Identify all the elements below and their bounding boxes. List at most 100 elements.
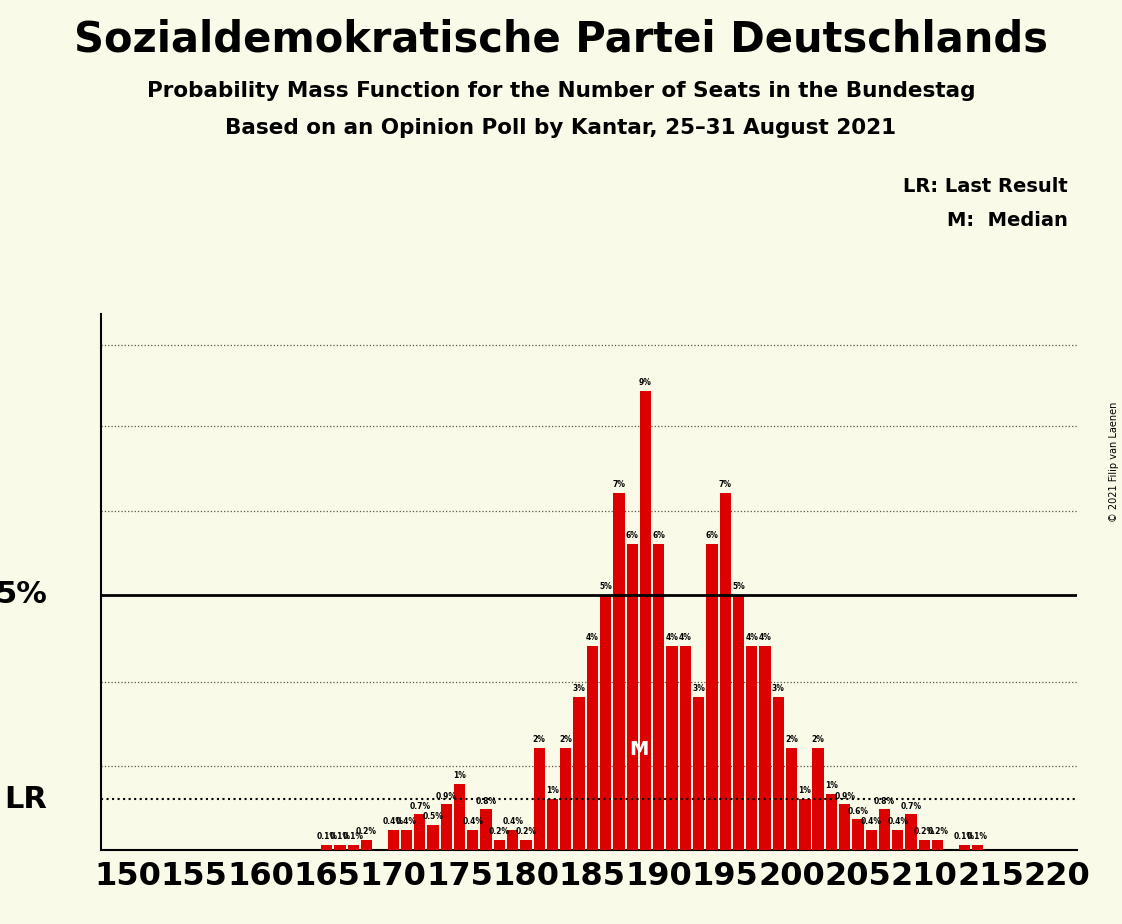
Text: 0.2%: 0.2% [356, 827, 377, 836]
Bar [587, 646, 598, 850]
Text: 0.7%: 0.7% [901, 802, 921, 810]
Bar [321, 845, 332, 850]
Bar [546, 799, 558, 850]
Text: 0.4%: 0.4% [383, 817, 404, 826]
Bar [958, 845, 969, 850]
Bar [614, 492, 625, 850]
Text: 4%: 4% [758, 633, 772, 642]
Bar [494, 840, 505, 850]
Bar [773, 697, 784, 850]
Bar [865, 830, 877, 850]
Text: 4%: 4% [665, 633, 679, 642]
Bar [653, 544, 664, 850]
Bar [799, 799, 810, 850]
Text: 0.8%: 0.8% [874, 796, 895, 806]
Text: 0.2%: 0.2% [927, 827, 948, 836]
Bar [680, 646, 691, 850]
Bar [693, 697, 705, 850]
Bar [600, 595, 611, 850]
Bar [560, 748, 571, 850]
Bar [733, 595, 744, 850]
Bar [972, 845, 983, 850]
Bar [746, 646, 757, 850]
Text: 0.1%: 0.1% [954, 833, 975, 842]
Text: 0.1%: 0.1% [343, 833, 364, 842]
Text: 1%: 1% [453, 772, 466, 780]
Text: 0.1%: 0.1% [316, 833, 338, 842]
Bar [826, 794, 837, 850]
Text: 7%: 7% [613, 480, 625, 489]
Text: 1%: 1% [825, 782, 838, 790]
Bar [853, 820, 864, 850]
Bar [441, 804, 452, 850]
Bar [919, 840, 930, 850]
Bar [905, 814, 917, 850]
Text: 6%: 6% [706, 531, 718, 541]
Text: 6%: 6% [652, 531, 665, 541]
Text: 3%: 3% [572, 685, 586, 693]
Bar [401, 830, 412, 850]
Text: 0.8%: 0.8% [476, 796, 497, 806]
Bar [932, 840, 944, 850]
Bar [839, 804, 850, 850]
Bar [507, 830, 518, 850]
Text: 2%: 2% [560, 736, 572, 745]
Text: 0.4%: 0.4% [888, 817, 909, 826]
Text: 0.4%: 0.4% [861, 817, 882, 826]
Bar [334, 845, 346, 850]
Bar [785, 748, 798, 850]
Text: 4%: 4% [586, 633, 599, 642]
Text: 0.5%: 0.5% [423, 812, 443, 821]
Bar [626, 544, 637, 850]
Text: 0.2%: 0.2% [914, 827, 935, 836]
Bar [521, 840, 532, 850]
Bar [879, 809, 890, 850]
Text: 3%: 3% [772, 685, 784, 693]
Text: 9%: 9% [640, 378, 652, 387]
Text: Sozialdemokratische Partei Deutschlands: Sozialdemokratische Partei Deutschlands [74, 18, 1048, 60]
Text: 2%: 2% [533, 736, 545, 745]
Text: 1%: 1% [546, 786, 559, 796]
Text: 1%: 1% [799, 786, 811, 796]
Text: 0.1%: 0.1% [330, 833, 350, 842]
Text: 5%: 5% [732, 582, 745, 591]
Text: M:  Median: M: Median [947, 211, 1068, 230]
Text: LR: LR [4, 784, 47, 813]
Text: 0.2%: 0.2% [489, 827, 509, 836]
Bar [760, 646, 771, 850]
Text: © 2021 Filip van Laenen: © 2021 Filip van Laenen [1110, 402, 1119, 522]
Text: Based on an Opinion Poll by Kantar, 25–31 August 2021: Based on an Opinion Poll by Kantar, 25–3… [226, 118, 896, 139]
Bar [414, 814, 425, 850]
Text: 7%: 7% [719, 480, 732, 489]
Text: 2%: 2% [785, 736, 798, 745]
Text: 5%: 5% [599, 582, 611, 591]
Bar [719, 492, 730, 850]
Text: 0.4%: 0.4% [396, 817, 417, 826]
Bar [387, 830, 398, 850]
Text: 0.9%: 0.9% [435, 792, 457, 800]
Text: 6%: 6% [626, 531, 638, 541]
Text: LR: Last Result: LR: Last Result [903, 177, 1068, 197]
Text: 0.9%: 0.9% [834, 792, 855, 800]
Bar [480, 809, 491, 850]
Bar [706, 544, 718, 850]
Text: M: M [629, 739, 649, 759]
Bar [361, 840, 373, 850]
Text: 4%: 4% [745, 633, 758, 642]
Bar [348, 845, 359, 850]
Bar [892, 830, 903, 850]
Bar [666, 646, 678, 850]
Bar [427, 824, 439, 850]
Text: 0.7%: 0.7% [410, 802, 430, 810]
Text: 0.6%: 0.6% [847, 807, 868, 816]
Text: 0.4%: 0.4% [462, 817, 484, 826]
Text: 0.1%: 0.1% [967, 833, 988, 842]
Text: 0.2%: 0.2% [515, 827, 536, 836]
Bar [640, 391, 651, 850]
Text: 0.4%: 0.4% [503, 817, 523, 826]
Text: 5%: 5% [0, 580, 47, 610]
Text: 2%: 2% [811, 736, 825, 745]
Bar [812, 748, 824, 850]
Text: 3%: 3% [692, 685, 705, 693]
Bar [534, 748, 545, 850]
